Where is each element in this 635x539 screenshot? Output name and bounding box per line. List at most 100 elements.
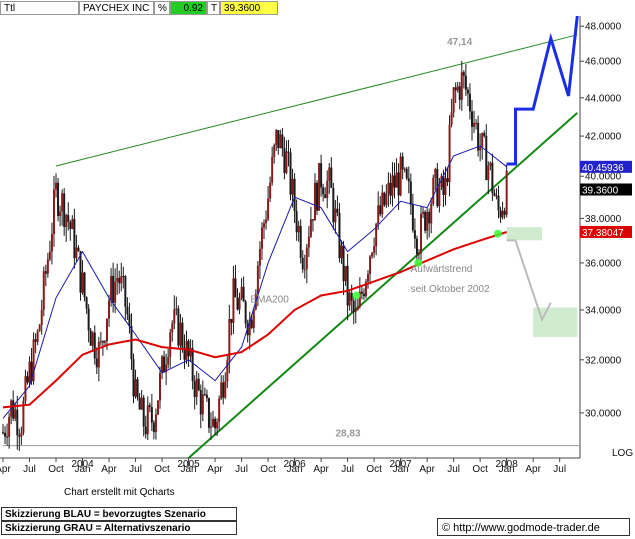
candle-body (207, 398, 210, 428)
candle-body (334, 208, 337, 223)
candle-body (489, 162, 492, 166)
candle-body (299, 225, 302, 258)
year-label: 2008 (496, 459, 519, 470)
candle-body (430, 203, 433, 224)
candle-body (316, 182, 319, 211)
candle-body (258, 248, 261, 266)
scenario-blue-line (506, 15, 579, 166)
candle-body (413, 230, 416, 239)
candle-body (183, 347, 186, 360)
candle-body (175, 308, 178, 310)
candle-body (473, 122, 476, 127)
price-tag-text: 37.38047 (582, 228, 624, 239)
candle-body (87, 308, 90, 331)
candle-body (409, 181, 412, 205)
y-tick-label: 48.0000 (585, 22, 622, 33)
candle-body (454, 87, 457, 91)
candle-body (156, 400, 159, 415)
candle-body (403, 168, 406, 170)
candle-body (303, 269, 306, 271)
candle-body (340, 245, 343, 259)
candle-body (12, 400, 15, 419)
candle-body (411, 204, 414, 231)
candle-body (218, 398, 221, 422)
candle-body (391, 175, 394, 196)
candle-body (179, 322, 182, 346)
candle-body (381, 192, 384, 215)
candle-body (126, 306, 129, 315)
candle-body (405, 168, 408, 179)
candle-body (55, 182, 58, 190)
candle-body (181, 322, 184, 348)
candle-body (297, 225, 300, 233)
candle-body (479, 147, 482, 151)
candle-body (220, 382, 223, 399)
name-text: PAYCHEX INC (83, 3, 150, 14)
candle-body (424, 211, 427, 231)
candle-body (301, 257, 304, 270)
price-tag-box (580, 160, 632, 173)
x-tick-label: Oct (472, 464, 488, 475)
candle-body (346, 265, 349, 306)
candle-body (364, 281, 367, 297)
price-tag-box (580, 183, 632, 196)
candle-body (265, 219, 268, 224)
symbol-text: Ttl (4, 3, 16, 14)
candle-body (22, 400, 25, 433)
candle-body (146, 405, 149, 435)
candle-body (273, 145, 276, 157)
candle-body (505, 170, 508, 215)
candle-body (283, 148, 286, 173)
candle-body (110, 275, 113, 301)
y-tick-label: 46.0000 (585, 57, 622, 68)
source-url: http://www.godmode-trader.de (453, 522, 600, 534)
candle-body (450, 112, 453, 125)
candle-body (260, 227, 263, 249)
candle-body (173, 309, 176, 324)
price-tag-text: 40.45936 (582, 163, 624, 174)
source-link[interactable]: © http://www.godmode-trader.de (437, 518, 630, 536)
candle-body (248, 319, 251, 336)
candle-body (85, 297, 88, 309)
candle-body (352, 300, 355, 313)
candle-body (417, 253, 420, 255)
candle-body (483, 132, 486, 136)
candle-body (379, 205, 382, 215)
candle-body (350, 292, 353, 301)
candle-body (97, 341, 100, 368)
name-field: PAYCHEX INC (79, 1, 154, 15)
candle-body (142, 397, 145, 427)
y-tick-label: 32.0000 (585, 355, 622, 366)
candle-body (144, 426, 147, 435)
y-tick-label: 30.0000 (585, 408, 622, 419)
support-label: 28,83 (335, 429, 360, 440)
trend-touch-point (493, 229, 502, 238)
price-tag-box (580, 225, 632, 238)
candle-body (130, 326, 133, 360)
symbol-field[interactable]: Ttl (0, 1, 79, 15)
candle-body (322, 187, 325, 195)
candle-body (165, 364, 168, 373)
change-value: 0.92 (183, 3, 203, 14)
high-label: 47,14 (447, 37, 472, 48)
candle-body (307, 236, 310, 248)
candle-body (148, 405, 151, 408)
candle-body (197, 378, 200, 391)
legend-grey: Skizzierung GRAU = Alternativszenario (1, 521, 237, 535)
candle-body (468, 93, 471, 112)
candle-body (342, 245, 345, 282)
candle-body (497, 195, 500, 211)
candle-body (452, 87, 455, 113)
x-tick-label: Apr (0, 464, 11, 475)
candle-body (193, 380, 196, 398)
chart-credit: Chart erstellt mit Qcharts (64, 487, 175, 498)
candle-body (14, 409, 17, 419)
candle-body (89, 330, 92, 346)
price-tag-text: 39.3600 (582, 185, 619, 196)
candle-body (362, 293, 365, 297)
pct-text: % (158, 3, 167, 14)
candle-body (226, 360, 229, 382)
candle-body (395, 172, 398, 188)
candle-body (136, 379, 139, 398)
candle-body (57, 182, 60, 217)
